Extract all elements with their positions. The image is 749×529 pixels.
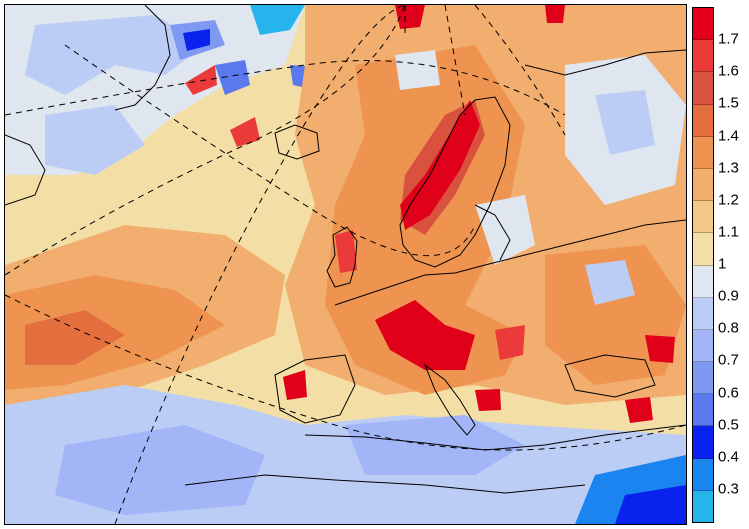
colorbar-tick-label: 0.9 <box>718 287 739 305</box>
colorbar-swatch <box>693 458 713 491</box>
colorbar-tick-label: 0.7 <box>718 351 739 369</box>
colorbar-tick-label: 0.3 <box>718 480 739 498</box>
colorbar-labels: 1.7 1.6 1.5 1.4 1.3 1.2 1.1 1 0.9 0.8 0.7 0.6 0.5 0.4… <box>718 7 749 521</box>
light-region-east-patch <box>585 260 635 305</box>
red-region-alps <box>375 300 475 370</box>
graticule-meridian-5 <box>474 5 566 136</box>
colorbar-swatch <box>693 265 713 298</box>
coast-baltic <box>474 204 511 261</box>
coast-scandinavia <box>399 96 511 268</box>
colorbar-tick-label: 1.7 <box>718 30 739 48</box>
colorbar-swatch <box>693 40 713 73</box>
coast-italy <box>423 363 476 436</box>
blue-region-iceland-south <box>215 60 250 95</box>
colorbar-swatch <box>693 104 713 137</box>
colorbar-swatch <box>693 233 713 266</box>
colorbar-tick-label: 0.5 <box>718 416 739 434</box>
colorbar-swatch <box>693 362 713 395</box>
blue-region-greenland-core <box>183 29 210 51</box>
red-region-caucasus <box>645 335 675 363</box>
light-region-north <box>395 50 440 90</box>
colorbar <box>692 7 714 523</box>
red-region-turkey <box>625 397 653 423</box>
graticule-parallel-3 <box>64 44 476 256</box>
blue-region-se-core <box>615 485 686 524</box>
colorbar-tick-label: 1.5 <box>718 94 739 112</box>
colorbar-tick-label: 0.4 <box>718 448 739 466</box>
graticule-meridian-1 <box>5 5 406 276</box>
coast-canada <box>5 134 46 206</box>
red-region-iberia <box>283 370 307 400</box>
colorbar-tick-label: 1.1 <box>718 223 739 241</box>
colorbar-swatch <box>693 8 713 41</box>
graticule-meridian-4 <box>444 5 466 116</box>
map-panel <box>4 4 687 525</box>
orange-region-atlantic-inner <box>25 310 125 365</box>
ratio-map <box>5 5 686 524</box>
light-region-russia-inner <box>595 90 655 155</box>
colorbar-swatch <box>693 329 713 363</box>
blue-region-atlantic-patch <box>45 105 145 175</box>
colorbar-swatch <box>693 72 713 105</box>
coast-britain <box>326 226 358 288</box>
red-region-balkan <box>475 389 501 411</box>
coast-iberia <box>274 354 356 424</box>
coast-russia-north <box>524 49 686 76</box>
blue-region-med <box>345 415 525 475</box>
colorbar-tick-label: 1.6 <box>718 62 739 80</box>
colorbar-swatch <box>693 201 713 234</box>
red-region-britain <box>335 230 357 273</box>
colorbar-swatch <box>693 297 713 330</box>
red-region-alps-east <box>495 325 525 360</box>
colorbar-swatch <box>693 394 713 427</box>
colorbar-swatch <box>693 426 713 459</box>
red-region-iceland <box>230 117 260 147</box>
coast-black-sea <box>564 354 656 398</box>
coast-iceland <box>274 124 320 160</box>
red-region-greenland-south <box>185 65 217 95</box>
colorbar-tick-label: 0.6 <box>718 384 739 401</box>
red-region-norway <box>400 100 480 230</box>
graticule <box>5 5 686 524</box>
colorbar-tick-label: 1.4 <box>718 127 739 144</box>
colorbar-tick-label: 1.3 <box>718 159 739 177</box>
colorbar-swatch <box>693 490 713 522</box>
colorbar-tick-label: 0.8 <box>718 319 739 337</box>
coast-greenland <box>114 5 171 111</box>
graticule-parallel-2 <box>5 60 566 116</box>
colorbar-swatch <box>693 136 713 169</box>
blue-region-north-atlantic-inner <box>25 15 205 95</box>
colorbar-swatch <box>693 168 713 202</box>
blue-region-top <box>250 5 305 35</box>
colorbar-tick-label: 1.2 <box>718 191 739 209</box>
coast-europe <box>334 219 686 306</box>
red-region-top-right <box>545 5 565 23</box>
blue-region-south-inner <box>55 425 265 515</box>
graticule-meridian-2 <box>114 5 406 524</box>
coast-north-africa <box>184 474 586 494</box>
graticule-parallel-1 <box>5 294 686 451</box>
colorbar-tick-label: 1 <box>718 255 727 273</box>
